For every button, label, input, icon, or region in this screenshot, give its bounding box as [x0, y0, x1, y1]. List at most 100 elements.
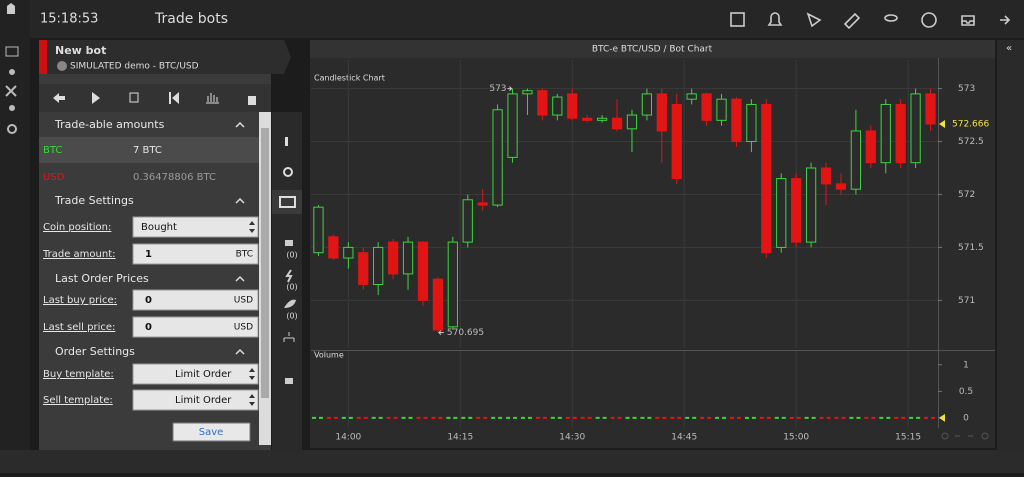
candle-body: [477, 202, 488, 206]
icon-money[interactable]: [279, 196, 296, 208]
btn-delete[interactable]: [247, 95, 257, 105]
header-icons: [730, 12, 1011, 30]
high-arrow: [507, 86, 513, 91]
field-unit: BTC: [236, 250, 253, 260]
select[interactable]: [132, 363, 259, 385]
icon-gears[interactable]: [283, 167, 293, 177]
icon-bitcoin[interactable]: [921, 12, 937, 28]
candle-body: [358, 252, 369, 285]
field-label: Trade amount:: [42, 249, 116, 260]
icon-tree[interactable]: [283, 332, 295, 342]
nav-tools[interactable]: [5, 85, 17, 97]
candle-body: [865, 130, 876, 164]
save-label[interactable]: Save: [199, 427, 224, 438]
logo[interactable]: [7, 3, 15, 14]
candle-body: [417, 241, 429, 301]
icon-leaf[interactable]: [284, 299, 296, 308]
field-value: 7 BTC: [133, 145, 162, 156]
scrollbar-thumb[interactable]: [261, 128, 269, 398]
y-tick-label: 1: [963, 360, 969, 370]
input[interactable]: [132, 243, 259, 265]
last-price-label: 572.666: [952, 119, 989, 129]
volume-title: Volume: [314, 351, 344, 360]
btn-play[interactable]: [92, 92, 100, 104]
icon-info[interactable]: [285, 137, 288, 146]
icon-coins[interactable]: [884, 14, 898, 22]
low-arrow: [438, 330, 444, 336]
candle-body: [805, 167, 817, 243]
nav-user[interactable]: [9, 105, 15, 111]
btn-chart[interactable]: [206, 93, 219, 104]
bot-subtitle: SIMULATED demo - BTC/USD: [70, 62, 199, 72]
field-label: Last sell price:: [43, 322, 115, 333]
side-column: [272, 112, 302, 450]
nav-monitor[interactable]: [5, 46, 19, 57]
candle-body: [492, 109, 503, 206]
low-label: 570.695: [447, 328, 484, 338]
row-highlight: [39, 137, 259, 163]
select[interactable]: [132, 389, 259, 411]
candle-body: [656, 93, 667, 132]
icon-bolt[interactable]: [285, 269, 293, 283]
section-title: Order Settings: [55, 345, 135, 358]
section-title: Last Order Prices: [55, 272, 149, 285]
save-button[interactable]: [172, 422, 251, 442]
candle-body: [596, 117, 608, 121]
candle-body: [626, 114, 638, 130]
left-nav: [0, 0, 30, 473]
candle-body: [373, 246, 384, 285]
bot-header: [39, 40, 291, 74]
icon-ticket[interactable]: [843, 12, 861, 30]
btn-rewind[interactable]: [169, 92, 179, 104]
candle-body: [462, 199, 473, 243]
candle-body: [537, 90, 548, 116]
btn-back[interactable]: [53, 93, 65, 103]
field-value: Bought: [141, 222, 177, 233]
icon-screen[interactable]: [730, 12, 745, 27]
icon-inbox[interactable]: [961, 15, 975, 26]
field-value: 0: [145, 322, 152, 333]
zoom-in[interactable]: [981, 432, 989, 440]
bot-marker: [39, 40, 47, 74]
icon-flag[interactable]: [285, 240, 293, 246]
collapse-button[interactable]: «: [1006, 43, 1012, 54]
candle-body: [835, 183, 847, 190]
collapse-caret[interactable]: [235, 275, 245, 282]
candle-body: [552, 96, 563, 116]
icon-logout[interactable]: [1000, 15, 1011, 25]
zoom-out[interactable]: [941, 432, 949, 440]
btn-copy[interactable]: [129, 92, 139, 103]
x-tick-label: 14:15: [447, 433, 473, 443]
candle-body: [880, 103, 891, 164]
select-arrows: [249, 368, 255, 380]
nav-bulb[interactable]: [9, 69, 15, 75]
field-unit: USD: [234, 323, 253, 333]
collapse-caret[interactable]: [235, 121, 245, 128]
collapse-caret[interactable]: [235, 197, 245, 204]
field-value: 0.36478806 BTC: [133, 172, 216, 183]
field-unit: USD: [234, 296, 253, 306]
candle-body: [761, 103, 772, 254]
candle-body: [895, 103, 906, 164]
plot: 14:00 14:15 14:30 14:45 15:00 15:15 571 571.5 57…: [311, 60, 989, 443]
chart-title: BTC-e BTC/USD / Bot Chart: [592, 45, 713, 55]
input[interactable]: [132, 316, 259, 338]
collapse-strip: [997, 40, 1024, 450]
axis-divider: [938, 58, 939, 428]
icon-lock[interactable]: [285, 378, 293, 384]
icon-bell[interactable]: [767, 12, 783, 26]
form: Trade-able amounts BTC 7 BTC USD 0.36478806 …: [42, 118, 259, 411]
input[interactable]: [132, 289, 259, 311]
collapse-caret[interactable]: [235, 348, 245, 355]
zoom-controls: [941, 432, 989, 440]
select[interactable]: [132, 216, 259, 238]
icon-kangaroo[interactable]: [806, 12, 822, 28]
section-title: Trade-able amounts: [54, 118, 165, 131]
y-tick-label: 572.5: [958, 137, 984, 147]
y-tick-label: 0.5: [959, 387, 973, 397]
candle-body: [522, 90, 533, 95]
x-tick-label: 14:30: [559, 433, 585, 443]
nav-settings[interactable]: [7, 124, 17, 134]
field-value: 0: [145, 295, 152, 306]
page-title: Trade bots: [154, 11, 228, 27]
